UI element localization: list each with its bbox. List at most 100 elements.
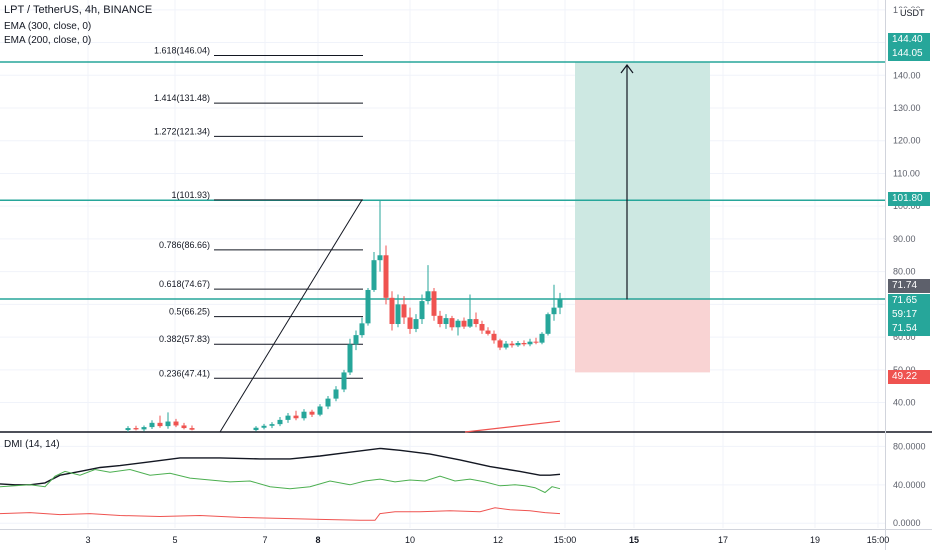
- candle-body: [396, 304, 401, 324]
- candle-body: [334, 389, 339, 398]
- candle-body: [462, 321, 467, 327]
- ema-300-legend[interactable]: EMA (300, close, 0): [4, 20, 91, 33]
- fib-level-label: 1.414(131.48): [154, 93, 210, 103]
- candle-body: [270, 424, 275, 426]
- price-axis-tick-label: 40.00: [893, 398, 916, 408]
- candle-body: [402, 304, 407, 317]
- price-axis-tick-label: 80.00: [893, 267, 916, 277]
- candle-body: [528, 342, 533, 345]
- price-axis-tick-label: 110.00: [893, 168, 920, 178]
- profit-zone: [575, 62, 710, 299]
- candle-body: [504, 344, 509, 348]
- current-price-box: 71.65: [888, 294, 930, 308]
- countdown-box: 59:17: [888, 308, 930, 322]
- time-axis-tick-label: 15:00: [554, 535, 577, 545]
- candle-body: [254, 428, 259, 430]
- candle-body: [158, 423, 163, 426]
- price-axis-tick-label: 140.00: [893, 70, 921, 80]
- candle-body: [142, 427, 147, 429]
- price-axis-tick-label: 120.00: [893, 136, 921, 146]
- candle-body: [420, 301, 425, 319]
- candle-body: [480, 324, 485, 331]
- entry-price-box: 71.54: [888, 322, 930, 336]
- loss-zone: [575, 299, 710, 372]
- time-axis-tick-label: 15:00: [867, 535, 890, 545]
- fib-level-label: 1.618(146.04): [154, 46, 210, 56]
- candle-body: [552, 308, 557, 315]
- fib-level-label: 1.272(121.34): [154, 126, 210, 136]
- candle-body: [558, 299, 563, 308]
- position-zones: [575, 62, 710, 372]
- candle-body: [534, 342, 539, 343]
- candle-body: [326, 399, 331, 407]
- candle-body: [302, 412, 307, 419]
- candle-body: [262, 426, 267, 428]
- candle-body: [360, 323, 365, 335]
- candle-body: [348, 344, 353, 372]
- resistance-price-box: 101.80: [888, 192, 930, 206]
- time-axis-tick-label: 15: [629, 535, 639, 545]
- candle-body: [372, 260, 377, 290]
- candle: [540, 332, 545, 344]
- time-axis-tick-label: 5: [172, 535, 177, 545]
- time-axis-tick-label: 8: [315, 535, 320, 545]
- candle-body: [126, 428, 131, 430]
- candle-body: [408, 317, 413, 328]
- fib-level-label: 0.5(66.25): [169, 307, 210, 317]
- candle: [432, 288, 437, 321]
- candle-body: [384, 255, 389, 298]
- candle-body: [286, 416, 291, 420]
- candle-body: [310, 412, 315, 415]
- fib-level-label: 0.236(47.41): [159, 368, 210, 378]
- symbol-title: LPT / TetherUS, 4h, BINANCE: [4, 4, 152, 17]
- time-axis-tick-label: 19: [810, 535, 820, 545]
- candle-body: [498, 340, 503, 347]
- target-top-price-box: 144.40: [888, 33, 930, 47]
- candle-body: [390, 298, 395, 324]
- time-axis-tick-label: 7: [262, 535, 267, 545]
- candle-body: [426, 291, 431, 301]
- candle-body: [414, 319, 419, 329]
- dmi-legend[interactable]: DMI (14, 14): [4, 438, 60, 451]
- fib-level-label: 0.382(57.83): [159, 334, 210, 344]
- candle-body: [444, 318, 449, 324]
- time-axis-tick-label: 3: [85, 535, 90, 545]
- candle-body: [540, 334, 545, 343]
- price-axis-tick-label: 90.00: [893, 234, 916, 244]
- candle-body: [294, 416, 299, 419]
- candle-body: [516, 343, 521, 345]
- candle-body: [474, 319, 479, 324]
- candle-body: [182, 425, 187, 428]
- dmi-axis-tick-label: 80.0000: [893, 441, 926, 451]
- dmi-axis-tick-label: 40.0000: [893, 480, 926, 490]
- candle-body: [342, 372, 347, 389]
- currency-label[interactable]: USDT: [898, 8, 927, 18]
- candle-body: [486, 331, 491, 334]
- candle: [546, 313, 551, 336]
- candle: [366, 288, 371, 326]
- ema-200-legend[interactable]: EMA (200, close, 0): [4, 34, 91, 47]
- fib-level-label: 0.618(74.67): [159, 279, 210, 289]
- candle-body: [438, 316, 443, 324]
- candle-body: [450, 318, 455, 327]
- candle-body: [492, 334, 497, 341]
- candle-body: [174, 422, 179, 426]
- candle-body: [354, 335, 359, 344]
- candle-body: [166, 422, 171, 427]
- candle-body: [456, 321, 461, 328]
- candle-body: [522, 343, 527, 344]
- candle-body: [134, 428, 139, 429]
- candle-body: [546, 314, 551, 334]
- target-price-box: 144.05: [888, 47, 930, 61]
- candle-body: [432, 291, 437, 316]
- time-axis-tick-label: 17: [718, 535, 728, 545]
- candle-body: [378, 255, 383, 260]
- stop-price-box: 49.22: [888, 370, 930, 384]
- candle-body: [318, 406, 323, 414]
- candle-body: [150, 423, 155, 427]
- price-axis-tick-label: 130.00: [893, 103, 921, 113]
- last-price-box: 71.74: [888, 279, 930, 293]
